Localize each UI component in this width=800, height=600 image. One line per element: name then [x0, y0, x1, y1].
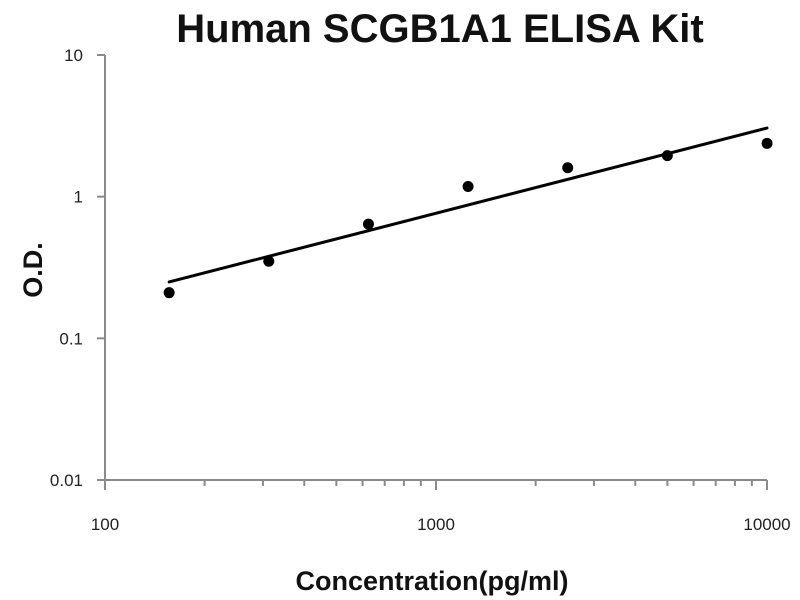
y-tick-label: 0.1: [59, 329, 83, 348]
x-tick-label: 100: [91, 515, 119, 534]
data-point: [462, 180, 474, 192]
data-point: [761, 137, 773, 149]
data-point: [661, 150, 673, 162]
data-point: [263, 255, 275, 267]
y-tick-label: 10: [64, 46, 83, 65]
trendline: [167, 126, 769, 284]
x-tick-label: 1000: [417, 515, 455, 534]
data-point: [562, 162, 574, 174]
data-point: [362, 218, 374, 230]
x-axis-title: Concentration(pg/ml): [296, 566, 569, 596]
y-axis-title: O.D.: [18, 242, 48, 298]
x-tick-label: 10000: [743, 515, 790, 534]
y-tick-label: 0.01: [50, 471, 83, 490]
chart-title: Human SCGB1A1 ELISA Kit: [176, 7, 703, 51]
plot-area: 0.01 0.1 1 10 100 1000 10000: [50, 46, 791, 534]
data-point: [163, 287, 175, 299]
y-tick-label: 1: [74, 188, 83, 207]
